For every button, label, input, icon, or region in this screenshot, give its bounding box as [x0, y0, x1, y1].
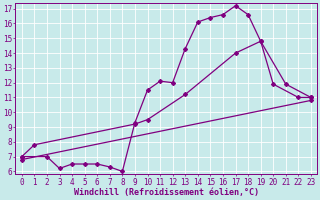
X-axis label: Windchill (Refroidissement éolien,°C): Windchill (Refroidissement éolien,°C)	[74, 188, 259, 197]
